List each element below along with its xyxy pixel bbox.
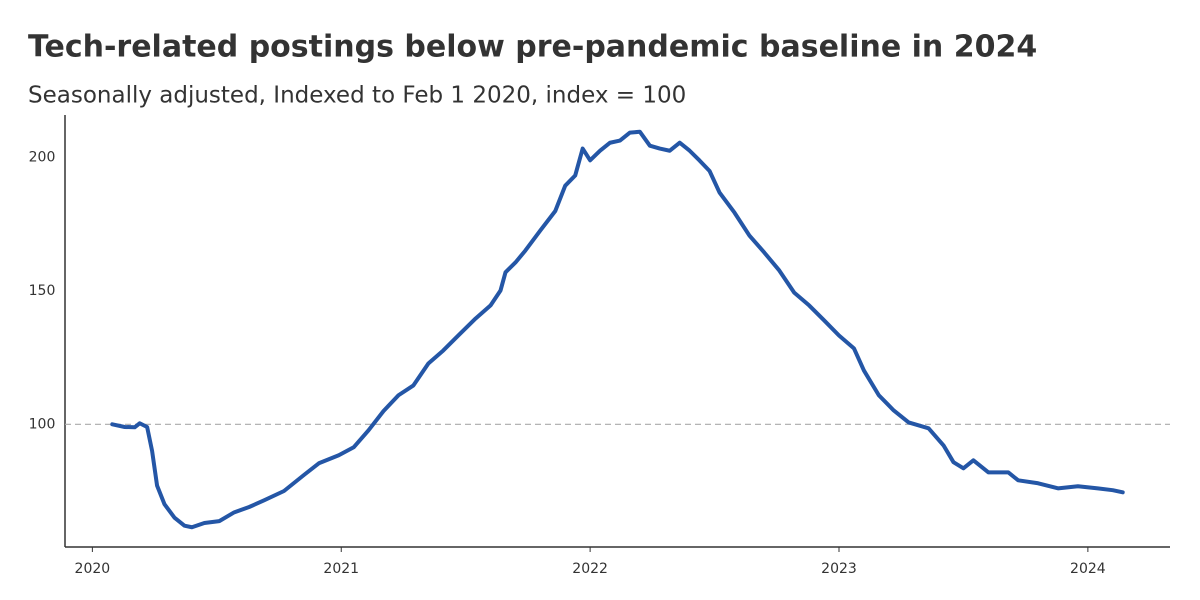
x-tick-label: 2021: [323, 561, 359, 577]
y-tick-label: 100: [29, 416, 56, 432]
x-tick-label: 2022: [572, 561, 608, 577]
x-tick-label: 2023: [821, 561, 857, 577]
line-series: [110, 129, 1125, 530]
x-tick-label: 2020: [75, 561, 111, 577]
x-tick-label: 2024: [1070, 561, 1106, 577]
chart-title: Tech-related postings below pre-pandemic…: [28, 30, 1037, 65]
y-tick-label: 200: [29, 150, 56, 166]
chart-subtitle: Seasonally adjusted, Indexed to Feb 1 20…: [28, 83, 686, 109]
y-tick-label: 150: [29, 283, 56, 299]
